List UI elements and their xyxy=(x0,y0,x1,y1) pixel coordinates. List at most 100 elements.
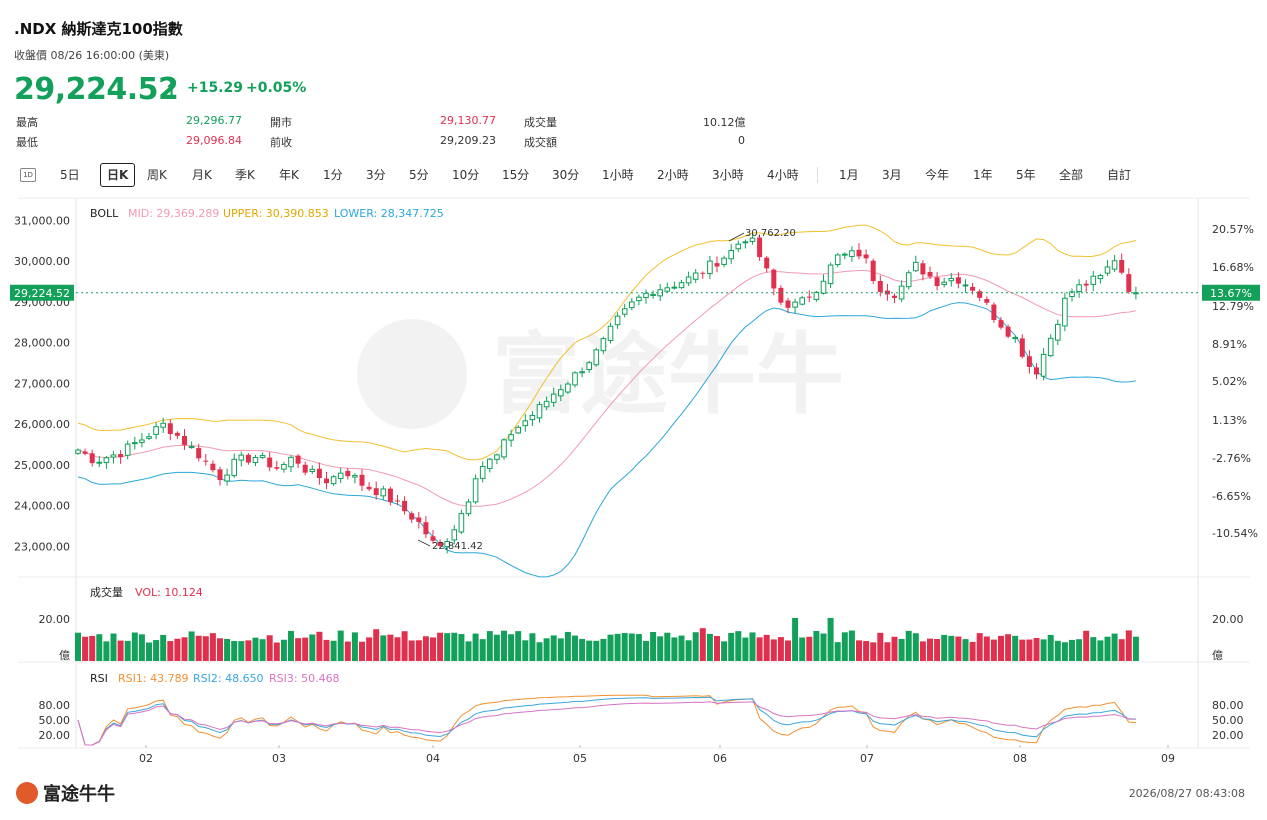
rsi-tick-right: 50.00 xyxy=(1212,714,1244,727)
period-tab-0[interactable]: 5日 xyxy=(60,168,80,182)
rsi-tick-right: 80.00 xyxy=(1212,699,1244,712)
candle-body xyxy=(671,286,678,289)
volume-bar xyxy=(124,640,131,661)
candle-body xyxy=(402,500,408,512)
period-tab-22[interactable]: 自訂 xyxy=(1107,168,1132,182)
volume-bar xyxy=(969,641,976,661)
candle-body xyxy=(146,436,152,439)
y-tick-label: 28,000.00 xyxy=(14,337,70,350)
volume-bar xyxy=(678,635,685,661)
candle-body xyxy=(522,420,529,427)
candle-body xyxy=(373,488,379,496)
volume-bar xyxy=(664,632,671,661)
candle-body xyxy=(877,280,883,292)
candle-body xyxy=(196,448,202,459)
candle-body xyxy=(607,325,614,342)
period-tab-9[interactable]: 10分 xyxy=(452,168,480,182)
volume-bar xyxy=(692,632,699,661)
period-tab-14[interactable]: 3小時 xyxy=(712,168,744,182)
y-tick-label: 30,000.00 xyxy=(14,255,70,268)
right-pct-tick: 1.13% xyxy=(1212,414,1247,427)
candle-body xyxy=(508,434,514,441)
volume-bar xyxy=(848,630,855,661)
volume-bar xyxy=(1111,633,1118,661)
volume-bar xyxy=(557,638,564,661)
candle-body xyxy=(160,422,166,428)
volume-bar xyxy=(110,633,117,661)
period-tab-18[interactable]: 今年 xyxy=(925,168,950,182)
rsi-tick: 20.00 xyxy=(39,729,71,742)
candle-body xyxy=(337,472,344,480)
period-tab-10[interactable]: 15分 xyxy=(502,168,530,182)
period-tab-12[interactable]: 1小時 xyxy=(602,168,634,182)
candle-body xyxy=(913,261,919,272)
period-tab-15[interactable]: 4小時 xyxy=(767,168,799,182)
candle-body xyxy=(479,465,486,479)
period-tab-16[interactable]: 1月 xyxy=(839,168,859,182)
candle-body xyxy=(685,276,692,284)
volume-bar xyxy=(117,640,124,661)
period-tab-6[interactable]: 1分 xyxy=(323,168,343,182)
volume-bar xyxy=(870,642,877,661)
high-annotation: 30,762.20 xyxy=(745,228,796,239)
volume-bar xyxy=(103,641,110,661)
volume-bar xyxy=(323,639,330,661)
candle-body xyxy=(778,287,784,303)
period-tab-3[interactable]: 月K xyxy=(192,168,212,182)
candle-body xyxy=(905,272,912,288)
candle-body xyxy=(1119,259,1125,273)
volume-bar xyxy=(181,637,188,661)
volume-bar xyxy=(373,629,380,661)
volume-bar xyxy=(153,640,160,661)
low-annotation: 22,841.42 xyxy=(432,541,483,552)
candle-body xyxy=(352,474,358,478)
volume-bar xyxy=(877,632,884,661)
period-tab-1[interactable]: 日K xyxy=(100,163,136,187)
candle-body xyxy=(543,400,550,408)
period-tab-8[interactable]: 5分 xyxy=(409,168,429,182)
period-tab-11[interactable]: 30分 xyxy=(552,168,580,182)
candle-body xyxy=(465,501,472,515)
volume-bar xyxy=(770,639,777,661)
period-tab-7[interactable]: 3分 xyxy=(366,168,386,182)
brand-logo: 富途牛牛 xyxy=(16,780,115,806)
period-tab-19[interactable]: 1年 xyxy=(973,168,993,182)
candle-body xyxy=(991,304,997,321)
period-tab-2[interactable]: 周K xyxy=(147,168,167,182)
candle-body xyxy=(487,458,493,469)
volume-bar xyxy=(515,631,522,661)
candle-body xyxy=(1019,338,1025,357)
volume-bar xyxy=(799,637,806,661)
candle-body xyxy=(1076,284,1082,292)
right-pct-tick: -10.54% xyxy=(1212,527,1258,540)
candle-body xyxy=(245,454,251,463)
period-tab-13[interactable]: 2小時 xyxy=(657,168,689,182)
volume-bar xyxy=(131,632,138,661)
timeshare-icon[interactable]: 1D xyxy=(20,168,36,182)
volume-bar xyxy=(174,638,181,661)
candle-body xyxy=(1040,353,1047,377)
candle-body xyxy=(153,426,159,435)
volume-bar xyxy=(437,632,444,661)
candle-body xyxy=(316,468,322,479)
open-label: 開市 xyxy=(270,116,292,129)
period-tab-21[interactable]: 全部 xyxy=(1059,168,1084,182)
period-tab-4[interactable]: 季K xyxy=(235,168,255,182)
candle-body xyxy=(274,467,280,469)
period-tab-20[interactable]: 5年 xyxy=(1016,168,1036,182)
x-tick-label: 06 xyxy=(713,752,727,765)
volume-bar xyxy=(635,634,642,661)
volume-bar xyxy=(792,617,799,661)
candle-body xyxy=(849,250,855,257)
period-tab-5[interactable]: 年K xyxy=(279,168,299,182)
volume-bar xyxy=(309,634,316,661)
volume-bar xyxy=(550,635,557,661)
candle-body xyxy=(252,457,259,464)
volume-bar xyxy=(699,628,706,661)
period-tab-17[interactable]: 3月 xyxy=(882,168,902,182)
candle-body xyxy=(728,250,735,260)
candle-body xyxy=(721,257,727,265)
candle-body xyxy=(472,478,479,503)
boll-upper-line xyxy=(77,224,1137,461)
